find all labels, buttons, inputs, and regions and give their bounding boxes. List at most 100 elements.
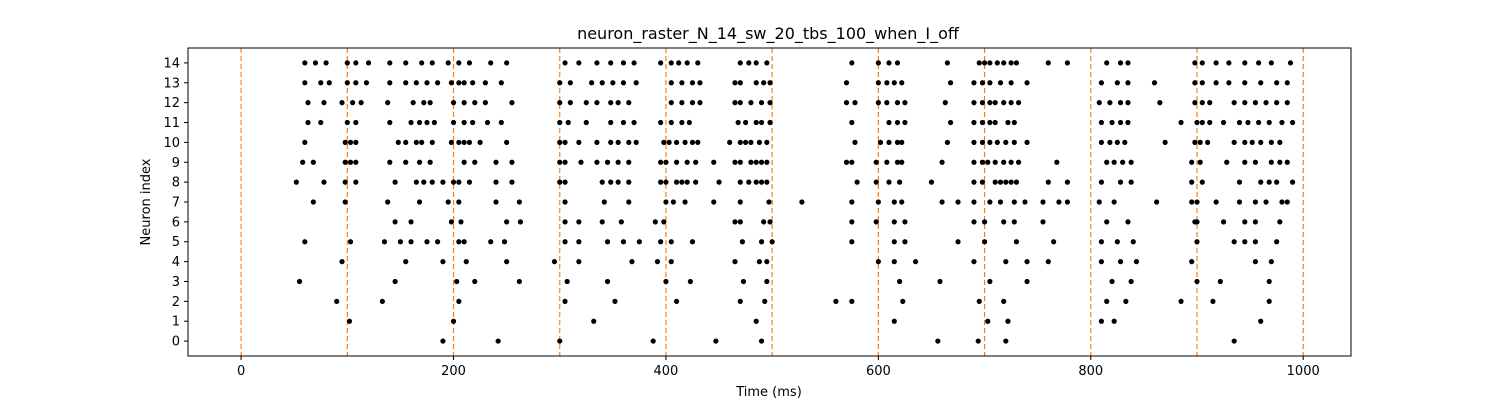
spike-n10-43 [987, 139, 993, 145]
y-tick-label-4: 4 [172, 255, 180, 270]
spike-n13-54 [1258, 80, 1264, 86]
spike-n9-28 [748, 159, 754, 165]
spike-n7-24 [971, 199, 977, 205]
spike-n5-17 [668, 239, 674, 245]
spike-n8-50 [1199, 179, 1205, 185]
spike-n9-10 [472, 159, 478, 165]
spike-n13-29 [737, 80, 743, 86]
spike-n7-26 [997, 199, 1004, 205]
spike-n2-5 [673, 298, 680, 304]
spike-n11-16 [583, 119, 589, 126]
spike-n8-15 [562, 179, 568, 185]
spike-n4-9 [668, 259, 674, 265]
spike-n10-54 [1197, 139, 1203, 145]
spike-n10-19 [608, 139, 614, 145]
spike-n8-10 [456, 179, 462, 185]
spike-n13-41 [987, 80, 993, 86]
spike-n4-0 [339, 259, 345, 265]
spike-n10-11 [461, 139, 467, 145]
spike-n9-35 [884, 159, 890, 165]
spike-n3-11 [897, 278, 903, 285]
spike-n2-4 [612, 298, 618, 304]
spike-n6-5 [517, 219, 524, 225]
spike-n8-53 [1266, 179, 1272, 185]
spike-n3-15 [1109, 278, 1115, 285]
spike-n12-49 [1192, 100, 1198, 106]
spike-n12-9 [450, 100, 457, 106]
spike-n8-43 [1013, 179, 1020, 185]
spike-n5-27 [1013, 239, 1020, 245]
spike-n9-9 [461, 159, 467, 165]
spike-n9-45 [1015, 159, 1022, 165]
spike-n12-43 [1015, 100, 1022, 106]
spike-n12-38 [979, 100, 986, 106]
y-tick-label-0: 0 [172, 335, 180, 350]
spike-n14-0 [302, 60, 308, 66]
spike-n10-47 [1024, 139, 1030, 145]
spike-n0-6 [935, 338, 941, 344]
spike-n12-3 [350, 100, 356, 106]
spike-n1-9 [1258, 318, 1264, 324]
spike-n4-10 [732, 259, 738, 265]
spike-n9-58 [1284, 159, 1290, 165]
spike-n6-7 [576, 219, 582, 225]
spike-n12-24 [697, 100, 703, 106]
spike-n5-34 [1242, 239, 1248, 245]
spike-n6-16 [849, 219, 855, 225]
spike-n6-1 [408, 219, 414, 225]
spike-n12-16 [583, 100, 589, 106]
spike-n11-9 [450, 119, 457, 126]
spike-n10-38 [894, 139, 901, 145]
spike-n14-23 [676, 60, 682, 66]
x-axis-ticks: 0 200 400 600 800 1000 [237, 356, 1320, 379]
spike-n8-7 [429, 179, 435, 185]
spike-n13-51 [1213, 80, 1219, 86]
spike-n4-5 [551, 259, 558, 265]
spike-n4-2 [440, 259, 446, 265]
spike-n14-25 [695, 60, 701, 66]
spike-n14-41 [1013, 60, 1020, 66]
spike-n10-22 [633, 139, 639, 145]
spike-n9-33 [849, 159, 855, 165]
spike-n9-26 [732, 159, 738, 165]
spike-n10-33 [756, 139, 763, 145]
spike-n9-19 [626, 159, 632, 165]
spike-n7-14 [711, 199, 717, 205]
spike-n13-42 [997, 80, 1004, 86]
spike-n14-17 [594, 60, 600, 66]
spike-n14-51 [1242, 60, 1248, 66]
spike-n13-36 [891, 80, 897, 86]
spike-n7-9 [601, 199, 607, 205]
spike-n9-0 [300, 159, 306, 165]
spike-n8-52 [1258, 179, 1264, 185]
spike-n13-28 [732, 80, 738, 86]
spike-n14-18 [608, 60, 614, 66]
spike-n14-26 [737, 60, 743, 66]
spike-n14-47 [1192, 60, 1198, 66]
spike-n8-25 [693, 179, 699, 185]
spike-n8-30 [758, 179, 765, 185]
spike-n5-4 [408, 239, 414, 245]
spike-n5-11 [562, 239, 568, 245]
spike-n3-6 [604, 278, 611, 285]
x-tick-label-1000: 1000 [1287, 364, 1320, 379]
spike-n11-51 [1255, 119, 1262, 126]
spike-n10-30 [737, 139, 743, 145]
spike-n8-27 [737, 179, 743, 185]
spike-n2-10 [900, 298, 906, 304]
spike-n5-35 [1252, 239, 1259, 245]
y-tick-label-6: 6 [172, 215, 180, 230]
spike-n14-45 [1117, 60, 1124, 66]
spike-n5-2 [381, 239, 388, 245]
spike-n4-8 [654, 259, 661, 265]
spike-n12-32 [875, 100, 881, 106]
spike-n9-30 [758, 159, 765, 165]
spike-n9-3 [347, 159, 354, 165]
spike-n13-21 [610, 80, 616, 86]
spike-n11-21 [668, 119, 674, 126]
spike-n9-5 [387, 159, 393, 165]
chart-title: neuron_raster_N_14_sw_20_tbs_100_when_I_… [577, 24, 960, 44]
spike-n4-20 [1098, 259, 1105, 265]
spike-n8-40 [997, 179, 1004, 185]
